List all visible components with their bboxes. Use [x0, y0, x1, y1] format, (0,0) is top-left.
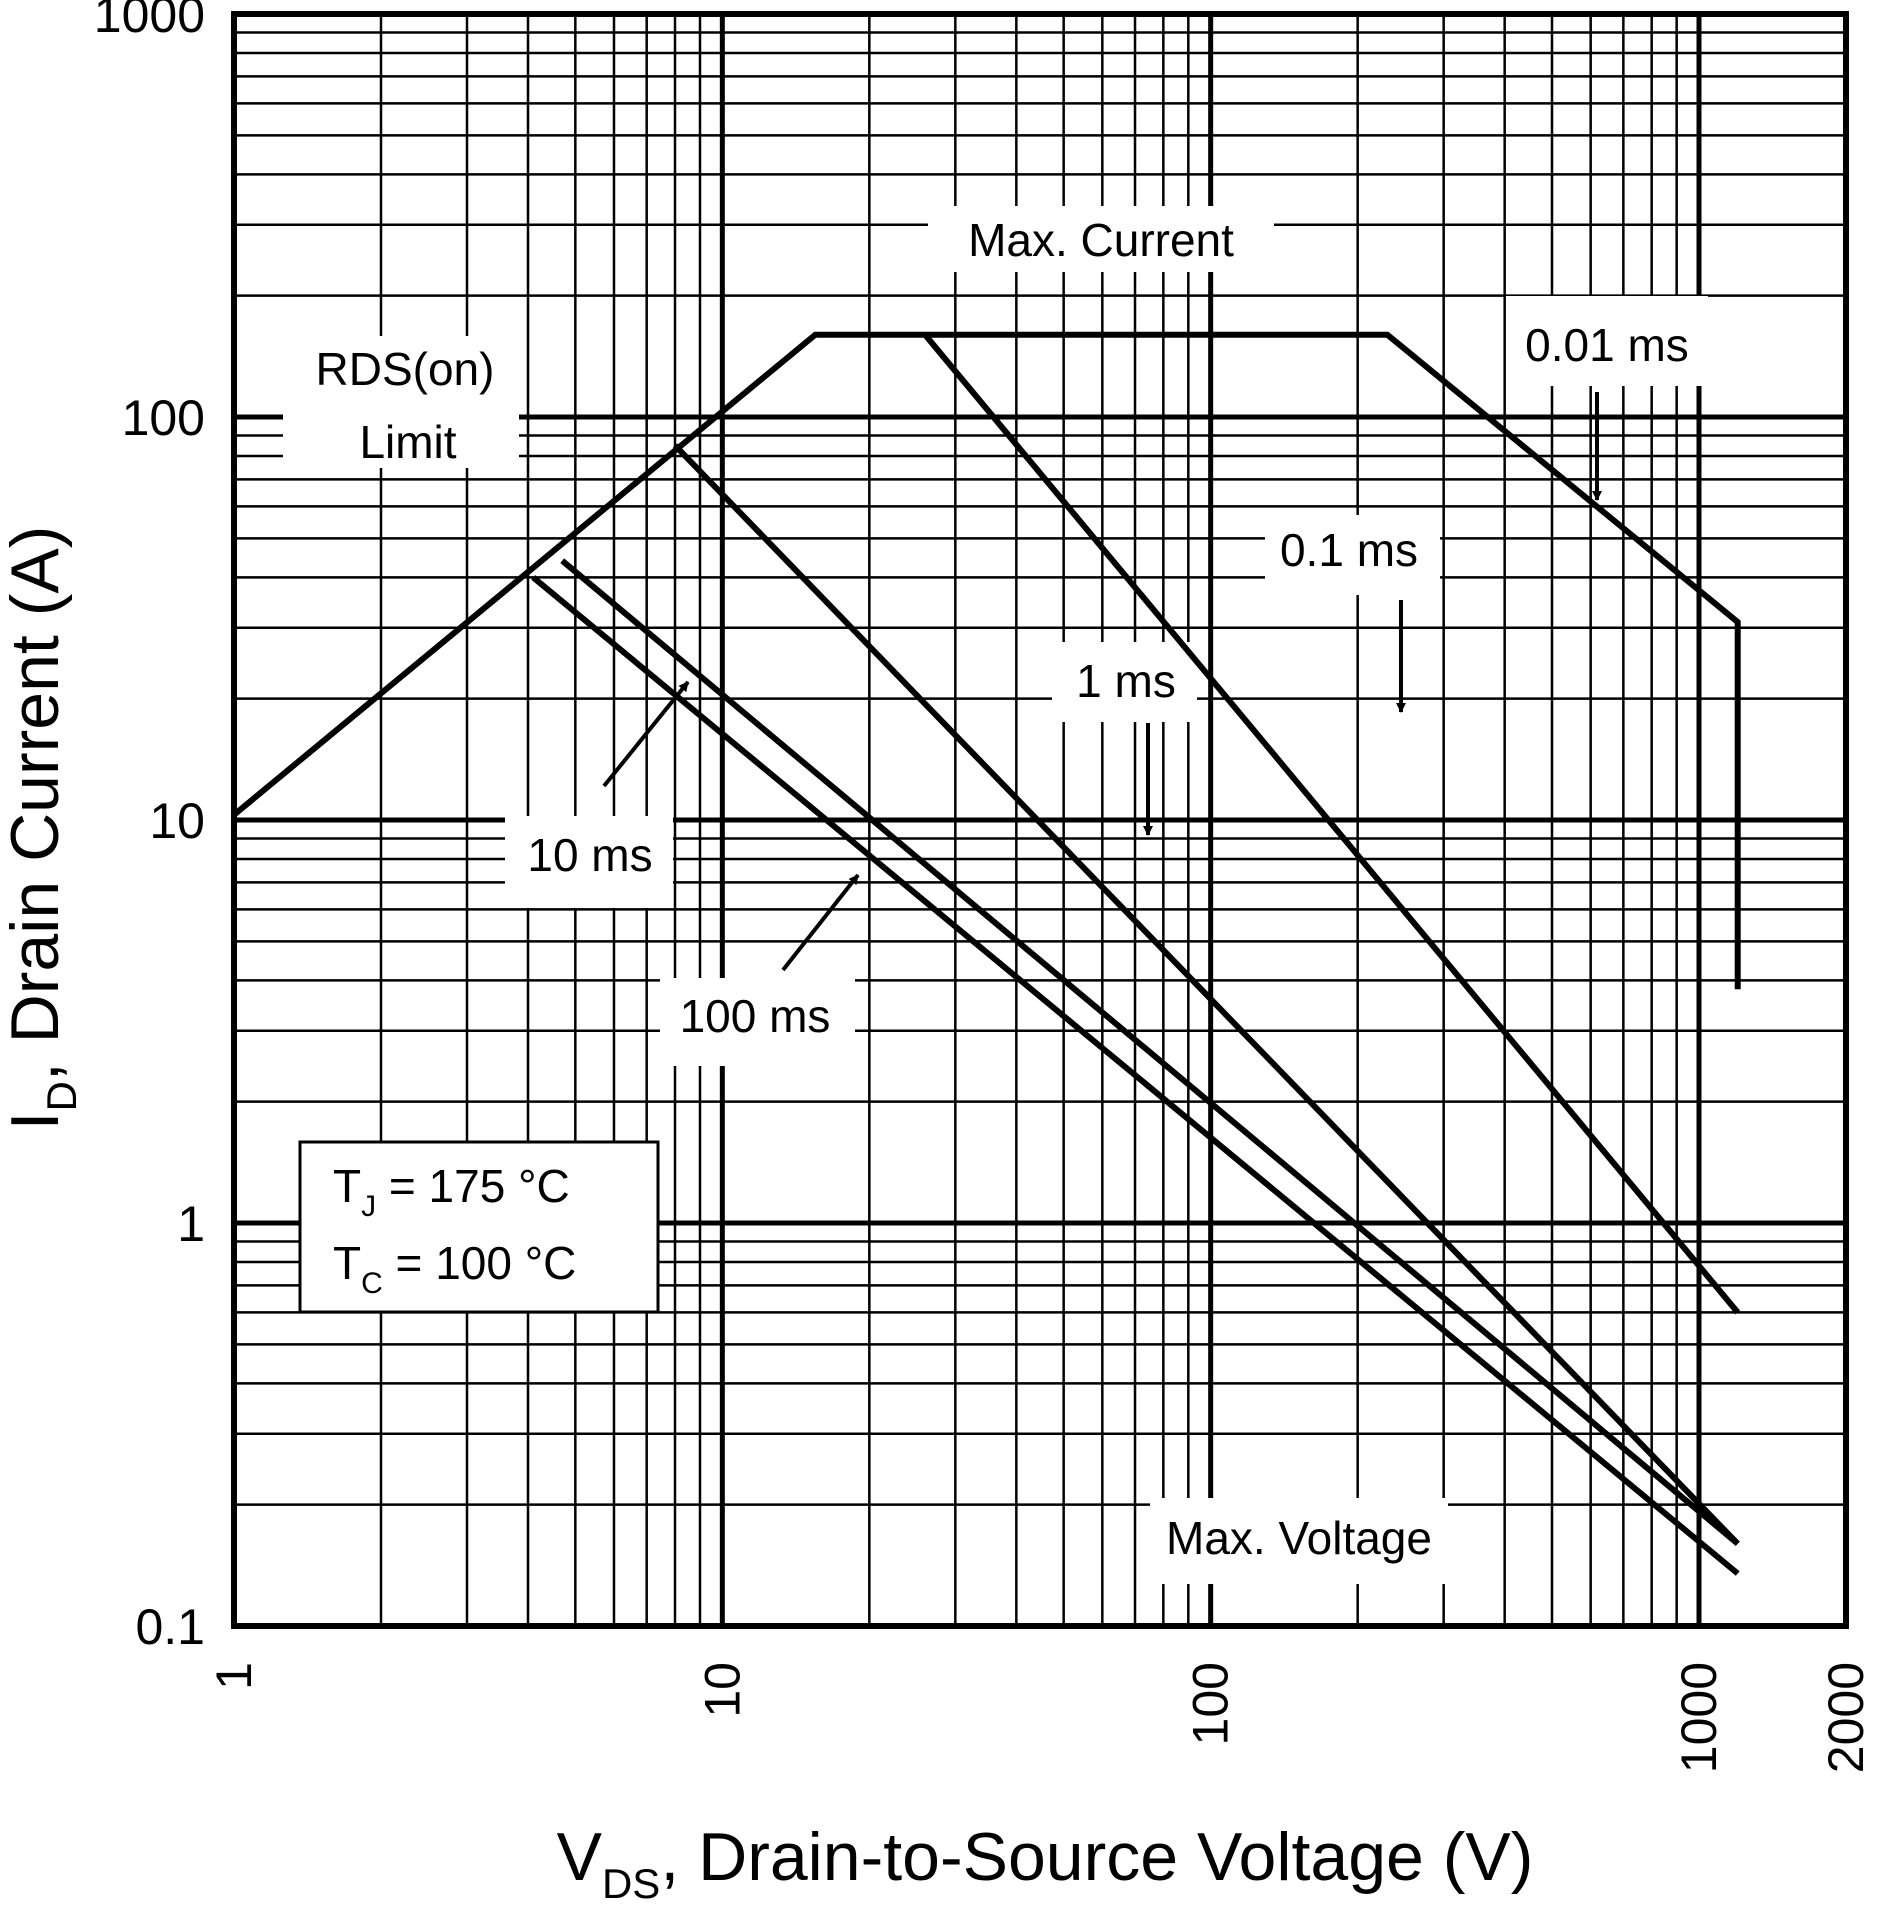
limit-label: Limit	[359, 416, 456, 468]
label-background	[1052, 642, 1197, 722]
annotation-arrows	[602, 392, 1602, 972]
y-tick-label: 10	[149, 793, 205, 849]
max-voltage-label: Max. Voltage	[1166, 1512, 1432, 1564]
label-background	[1150, 1498, 1448, 1584]
tj-condition: TJ = 175 °C	[333, 1160, 570, 1223]
label-100-ms: 100 ms	[680, 990, 831, 1042]
soa-line	[531, 575, 1740, 1576]
label-0-01-ms: 0.01 ms	[1525, 319, 1689, 371]
x-axis-title: VDS, Drain-to-Source Voltage (V)	[557, 1819, 1534, 1907]
x-tick-label: 1000	[1671, 1662, 1727, 1773]
y-tick-label: 100	[122, 390, 205, 446]
x-tick-label: 1	[206, 1662, 262, 1690]
label-background	[1506, 296, 1708, 386]
rds-on-label: RDS(on)	[316, 343, 495, 395]
label-0-1-ms: 0.1 ms	[1280, 524, 1418, 576]
tc-condition: TC = 100 °C	[333, 1237, 576, 1300]
label-background	[660, 978, 855, 1066]
label-10-ms: 10 ms	[527, 829, 652, 881]
y-axis-title: ID, Drain Current (A)	[0, 526, 85, 1131]
grid	[234, 14, 1846, 1626]
annotation-arrow	[781, 873, 860, 972]
soa-line	[232, 331, 1741, 990]
max-current-label: Max. Current	[968, 214, 1234, 266]
soa-line	[672, 443, 1740, 1546]
conditions-box	[298, 1140, 660, 1314]
y-tick-label: 1	[177, 1196, 205, 1252]
label-1-ms: 1 ms	[1076, 655, 1176, 707]
soa-line	[922, 332, 1741, 1315]
series	[232, 331, 1741, 1576]
label-background	[1265, 515, 1440, 595]
y-tick-labels: 0.1 1 10 100 1000	[94, 0, 205, 1655]
x-tick-labels: 1 10 100 1000 2000	[206, 1662, 1874, 1773]
y-tick-label: 1000	[94, 0, 205, 43]
label-background	[505, 816, 673, 908]
y-tick-label: 0.1	[135, 1599, 205, 1655]
label-background	[928, 206, 1274, 272]
label-backgrounds	[283, 206, 1708, 1584]
x-tick-label: 10	[694, 1662, 750, 1718]
plot-frame	[231, 11, 1849, 1629]
annotation-arrow	[602, 680, 690, 788]
soa-line	[560, 558, 1740, 1547]
label-background	[283, 336, 519, 468]
x-tick-label: 100	[1183, 1662, 1239, 1745]
x-tick-label: 2000	[1818, 1662, 1874, 1773]
